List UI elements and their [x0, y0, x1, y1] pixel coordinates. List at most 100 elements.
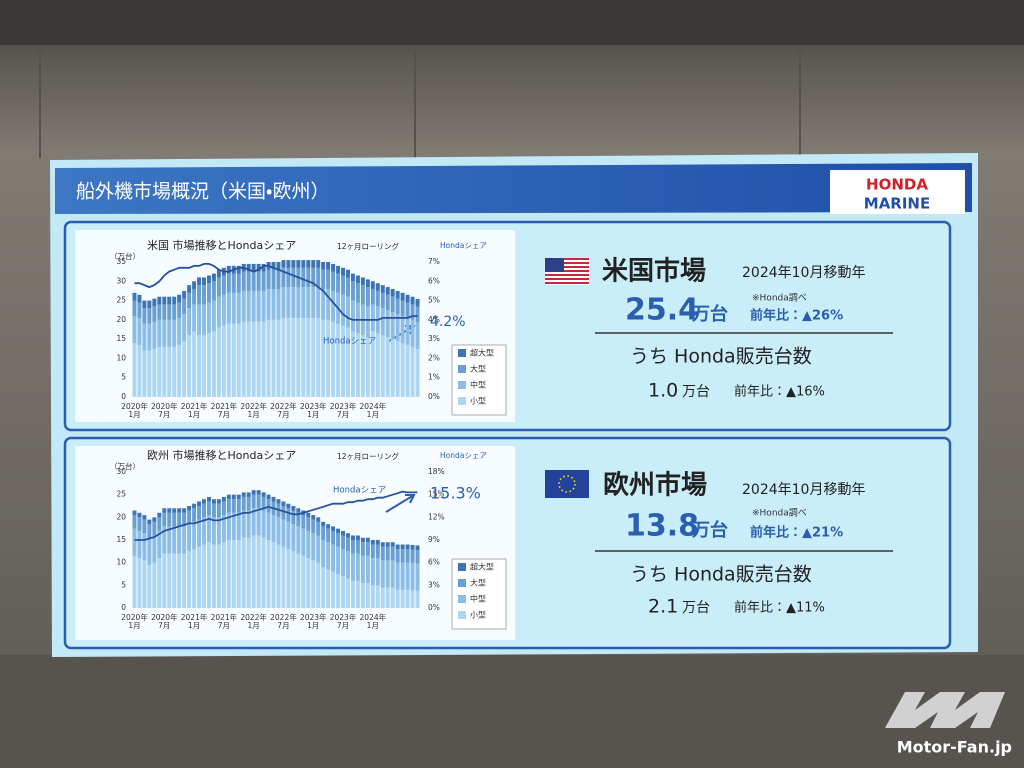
bar-segment: [370, 558, 375, 586]
bar-segment: [410, 346, 415, 397]
bar-segment: [276, 269, 281, 289]
bar-segment: [301, 287, 306, 318]
bar-segment: [192, 549, 197, 608]
bar-segment: [355, 283, 360, 303]
legend-label: 中型: [470, 594, 486, 604]
bar-segment: [197, 304, 202, 336]
bar-segment: [251, 494, 256, 509]
bar-segment: [375, 558, 380, 586]
bar-segment: [147, 524, 152, 538]
bar-segment: [296, 287, 301, 318]
bar-segment: [157, 296, 162, 305]
y-tick-label: 25: [116, 490, 126, 499]
bar-segment: [241, 321, 246, 397]
y2-tick-label: 2%: [428, 353, 440, 362]
bar-segment: [276, 319, 281, 397]
bar-segment: [360, 335, 365, 397]
bar-segment: [306, 260, 311, 268]
bar-segment: [251, 490, 256, 495]
bar-segment: [385, 560, 390, 588]
bar-segment: [400, 562, 405, 590]
bar-segment: [211, 544, 216, 608]
bar-segment: [316, 267, 321, 288]
bar-segment: [177, 317, 182, 345]
bar-segment: [251, 290, 256, 322]
bar-segment: [331, 526, 336, 531]
bar-segment: [365, 306, 370, 338]
bar-segment: [226, 323, 231, 397]
eu-flag: [545, 470, 589, 498]
bar-segment: [291, 260, 296, 268]
bar-segment: [390, 542, 395, 547]
bar-segment: [152, 517, 157, 522]
legend-swatch: [458, 563, 466, 571]
line-label: Hondaシェア: [333, 486, 386, 496]
bar-segment: [142, 533, 147, 561]
bar-segment: [226, 512, 231, 540]
legend-label: 大型: [470, 364, 486, 374]
bar-segment: [365, 279, 370, 288]
bar-segment: [167, 346, 172, 397]
x-tick-label: 2024年1月: [359, 613, 387, 631]
bar-segment: [162, 526, 167, 554]
bar-segment: [241, 492, 246, 497]
bar-segment: [400, 300, 405, 316]
y2-tick-label: 6%: [428, 276, 440, 285]
y2-tick-label: 9%: [428, 535, 440, 544]
bar-segment: [316, 517, 321, 522]
bar-segment: [395, 341, 400, 397]
bar-segment: [246, 290, 251, 322]
bar-segment: [276, 517, 281, 545]
y-tick-label: 10: [116, 558, 126, 567]
bar-segment: [167, 508, 172, 513]
bar-segment: [306, 558, 311, 608]
bar-segment: [355, 302, 360, 334]
bar-segment: [231, 494, 236, 500]
us-honda-unit: 万台: [682, 384, 710, 400]
x-tick-label: 2021年1月: [180, 402, 208, 420]
bar-segment: [202, 277, 206, 286]
bar-segment: [132, 510, 137, 516]
x-tick-label: 2023年1月: [299, 613, 327, 631]
bar-segment: [211, 331, 216, 397]
bar-segment: [142, 300, 147, 309]
bar-segment: [221, 325, 226, 397]
bar-segment: [211, 517, 216, 545]
bar-segment: [281, 260, 286, 268]
y2-tick-label: 7%: [428, 257, 440, 266]
bar-segment: [197, 285, 202, 305]
bar-segment: [355, 535, 360, 540]
bar-segment: [271, 262, 276, 270]
bar-segment: [281, 506, 286, 520]
bar-segment: [316, 562, 321, 608]
bar-segment: [251, 263, 256, 272]
bar-segment: [211, 273, 216, 282]
bar-segment: [142, 519, 147, 534]
bar-segment: [261, 492, 266, 497]
bar-segment: [221, 501, 226, 516]
us-source: ※Honda調べ: [752, 293, 807, 304]
chart-title: 米国 市場推移とHondaシェア: [147, 238, 296, 252]
ceiling: [0, 0, 1024, 45]
y-tick-label: 5: [121, 373, 126, 382]
share-line: [134, 263, 418, 321]
bar-segment: [395, 298, 400, 315]
eu-flag-stars: [558, 475, 576, 493]
bar-segment: [251, 271, 256, 291]
bar-segment: [221, 542, 226, 608]
bar-segment: [346, 537, 350, 552]
bar-segment: [246, 496, 251, 511]
watermark-logo: [885, 692, 1005, 728]
bar-segment: [137, 512, 142, 518]
bar-segment: [405, 344, 410, 397]
bar-segment: [296, 553, 301, 608]
bar-segment: [221, 515, 226, 543]
bar-segment: [311, 533, 316, 561]
bar-segment: [271, 269, 276, 289]
bar-segment: [316, 317, 321, 397]
bar-segment: [336, 546, 341, 574]
bar-segment: [296, 508, 301, 513]
bar-segment: [306, 317, 311, 397]
bar-segment: [281, 317, 286, 397]
